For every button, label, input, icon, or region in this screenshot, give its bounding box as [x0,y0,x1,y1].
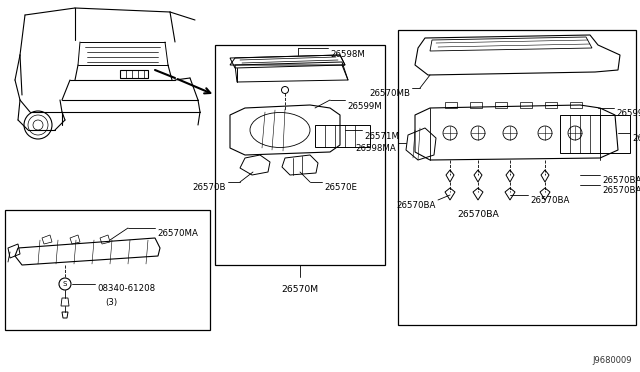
Text: 26570MA: 26570MA [157,229,198,238]
Text: 26570MB: 26570MB [369,89,410,98]
Bar [398,30,636,325]
Text: 26571M: 26571M [364,132,399,141]
Bar [215,45,385,265]
Text: 08340-61208: 08340-61208 [97,284,155,293]
Bar [315,125,370,147]
Text: 26570BA: 26570BA [602,186,640,195]
Bar [5,210,210,330]
Text: 26598M: 26598M [330,50,365,59]
Text: 26571MA: 26571MA [632,134,640,143]
Bar [560,115,630,153]
Text: 26570B: 26570B [193,183,226,192]
Text: 26599MA: 26599MA [616,109,640,118]
Text: 26570BA: 26570BA [530,196,570,205]
Text: 26570BA: 26570BA [457,210,499,219]
Text: 26570M: 26570M [282,285,319,294]
Text: 26570BA: 26570BA [602,176,640,185]
Text: (3): (3) [105,298,117,307]
Text: 26570E: 26570E [324,183,357,192]
Text: 26598MA: 26598MA [355,144,396,153]
Text: J9680009: J9680009 [593,356,632,365]
Text: 26599M: 26599M [347,102,381,111]
Text: S: S [63,281,67,287]
Bar [120,70,148,78]
Text: 26570BA: 26570BA [397,201,436,210]
